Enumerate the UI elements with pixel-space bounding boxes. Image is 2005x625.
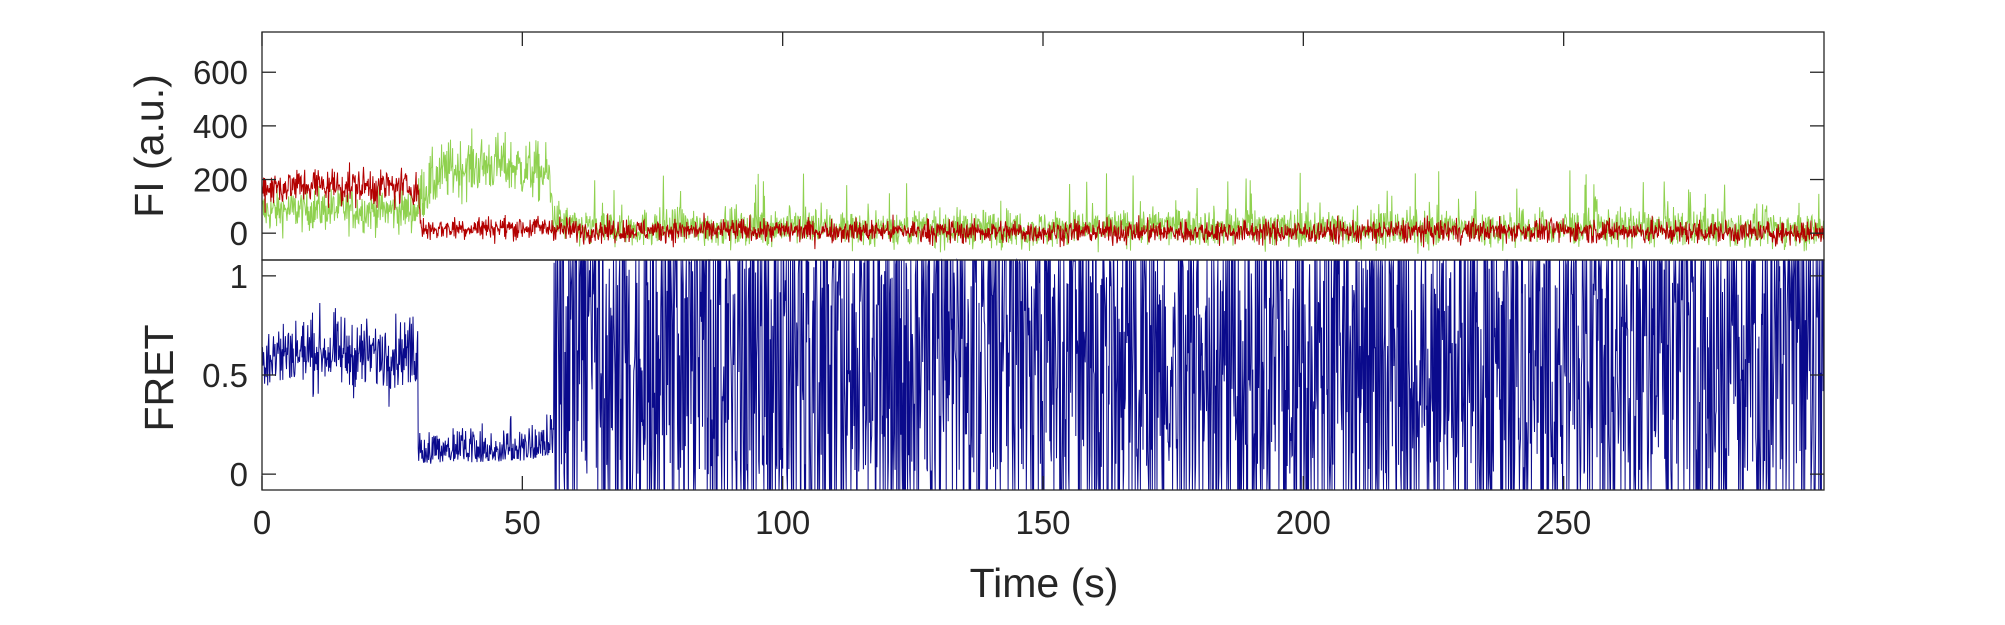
time-x-tick-label: 0 <box>253 504 271 541</box>
fluorescence-y-tick-label: 600 <box>193 54 248 91</box>
time-x-axis-label: Time (s) <box>970 560 1119 606</box>
fluorescence-y-tick-label: 200 <box>193 162 248 199</box>
fret-panel: 00.51 0 50 100 150 200 250 FRET Time (s) <box>136 32 1825 606</box>
time-x-ticks: 0 50 100 150 200 250 <box>253 32 1591 541</box>
fret-y-axis-label: FRET <box>136 324 182 431</box>
fluorescence-y-tick-label: 0 <box>230 215 248 252</box>
fret-y-tick-label: 1 <box>230 258 248 295</box>
fluorescence-y-axis-label: FI (a.u.) <box>126 74 172 218</box>
fret-y-tick-label: 0.5 <box>202 357 248 394</box>
time-x-tick-label: 150 <box>1015 504 1070 541</box>
time-x-tick-label: 250 <box>1536 504 1591 541</box>
time-x-tick-label: 100 <box>755 504 810 541</box>
fluorescence-traces <box>261 128 1825 254</box>
time-x-tick-label: 200 <box>1276 504 1331 541</box>
fluorescence-series-line <box>261 128 1825 254</box>
fret-y-ticks: 00.51 <box>202 258 1824 493</box>
fluorescence-y-ticks: 0 200 400 600 <box>193 54 1824 252</box>
fluorescence-series-line <box>261 162 1825 250</box>
time-x-tick-label: 50 <box>504 504 541 541</box>
fluorescence-y-tick-label: 400 <box>193 108 248 145</box>
fret-y-tick-label: 0 <box>230 456 248 493</box>
